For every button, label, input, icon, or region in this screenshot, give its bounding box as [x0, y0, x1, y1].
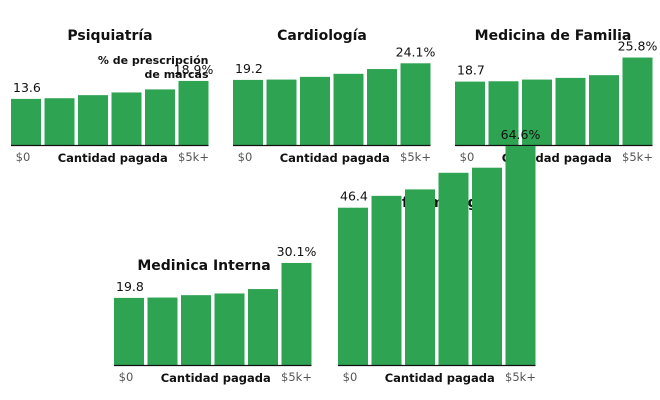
data-label-first: 19.2 [235, 61, 263, 76]
bar [555, 77, 586, 145]
bar [78, 95, 108, 145]
bar [438, 172, 469, 365]
bar [455, 81, 485, 145]
x-tick-label: $0 [16, 150, 31, 164]
bar [248, 289, 278, 365]
data-label-last: 24.1% [396, 44, 436, 59]
x-axis-title: Cantidad pagada [161, 371, 271, 385]
bar [178, 80, 209, 145]
x-tick-label: $0 [460, 150, 475, 164]
bar [371, 195, 402, 365]
bar [405, 189, 435, 365]
data-label-last: 30.1% [277, 244, 317, 259]
bar [145, 89, 175, 145]
x-tick-label: $0 [119, 370, 134, 384]
bar [147, 297, 178, 365]
bar [266, 79, 297, 145]
x-axis-title: Cantidad pagada [58, 151, 168, 165]
measure-note: de marcas [145, 68, 209, 81]
data-label-first: 13.6 [13, 80, 41, 95]
panel-title: Cardiología [277, 28, 367, 44]
x-tick-label: $5k+ [400, 150, 431, 164]
bar [281, 262, 312, 365]
x-tick-label: $0 [343, 370, 358, 384]
data-label-last: 64.6% [501, 127, 541, 142]
panel-title: Psiquiatría [67, 28, 152, 44]
bar [111, 92, 142, 145]
bar [114, 297, 144, 365]
bar [214, 293, 245, 365]
data-label-first: 18.7 [457, 63, 485, 78]
bar [472, 167, 502, 365]
bar [11, 98, 41, 145]
x-tick-label: $5k+ [622, 150, 653, 164]
x-tick-label: $5k+ [281, 370, 312, 384]
data-label-first: 19.8 [116, 279, 144, 294]
measure-note: % de prescripción [98, 54, 209, 67]
bar [300, 76, 330, 145]
bar [505, 146, 536, 365]
bar [488, 81, 519, 145]
x-tick-label: $5k+ [505, 370, 536, 384]
data-label-last: 18.9% [174, 62, 214, 77]
panel-title: Medinica Interna [137, 258, 270, 274]
bar [522, 79, 552, 145]
bar [44, 98, 75, 145]
x-tick-label: $0 [238, 150, 253, 164]
bar [338, 207, 368, 365]
x-axis-title: Cantidad pagada [280, 151, 390, 165]
x-axis-title: Cantidad pagada [385, 371, 495, 385]
bar [333, 73, 364, 145]
panel-title: Medicina de Familia [475, 28, 632, 44]
bar [181, 295, 211, 365]
bar [589, 75, 619, 145]
x-tick-label: $5k+ [178, 150, 209, 164]
bar [367, 69, 397, 145]
data-label-first: 46.4 [340, 189, 368, 204]
bar [400, 63, 431, 146]
bar [622, 57, 653, 146]
data-label-last: 25.8% [618, 39, 658, 54]
bar [233, 79, 263, 145]
